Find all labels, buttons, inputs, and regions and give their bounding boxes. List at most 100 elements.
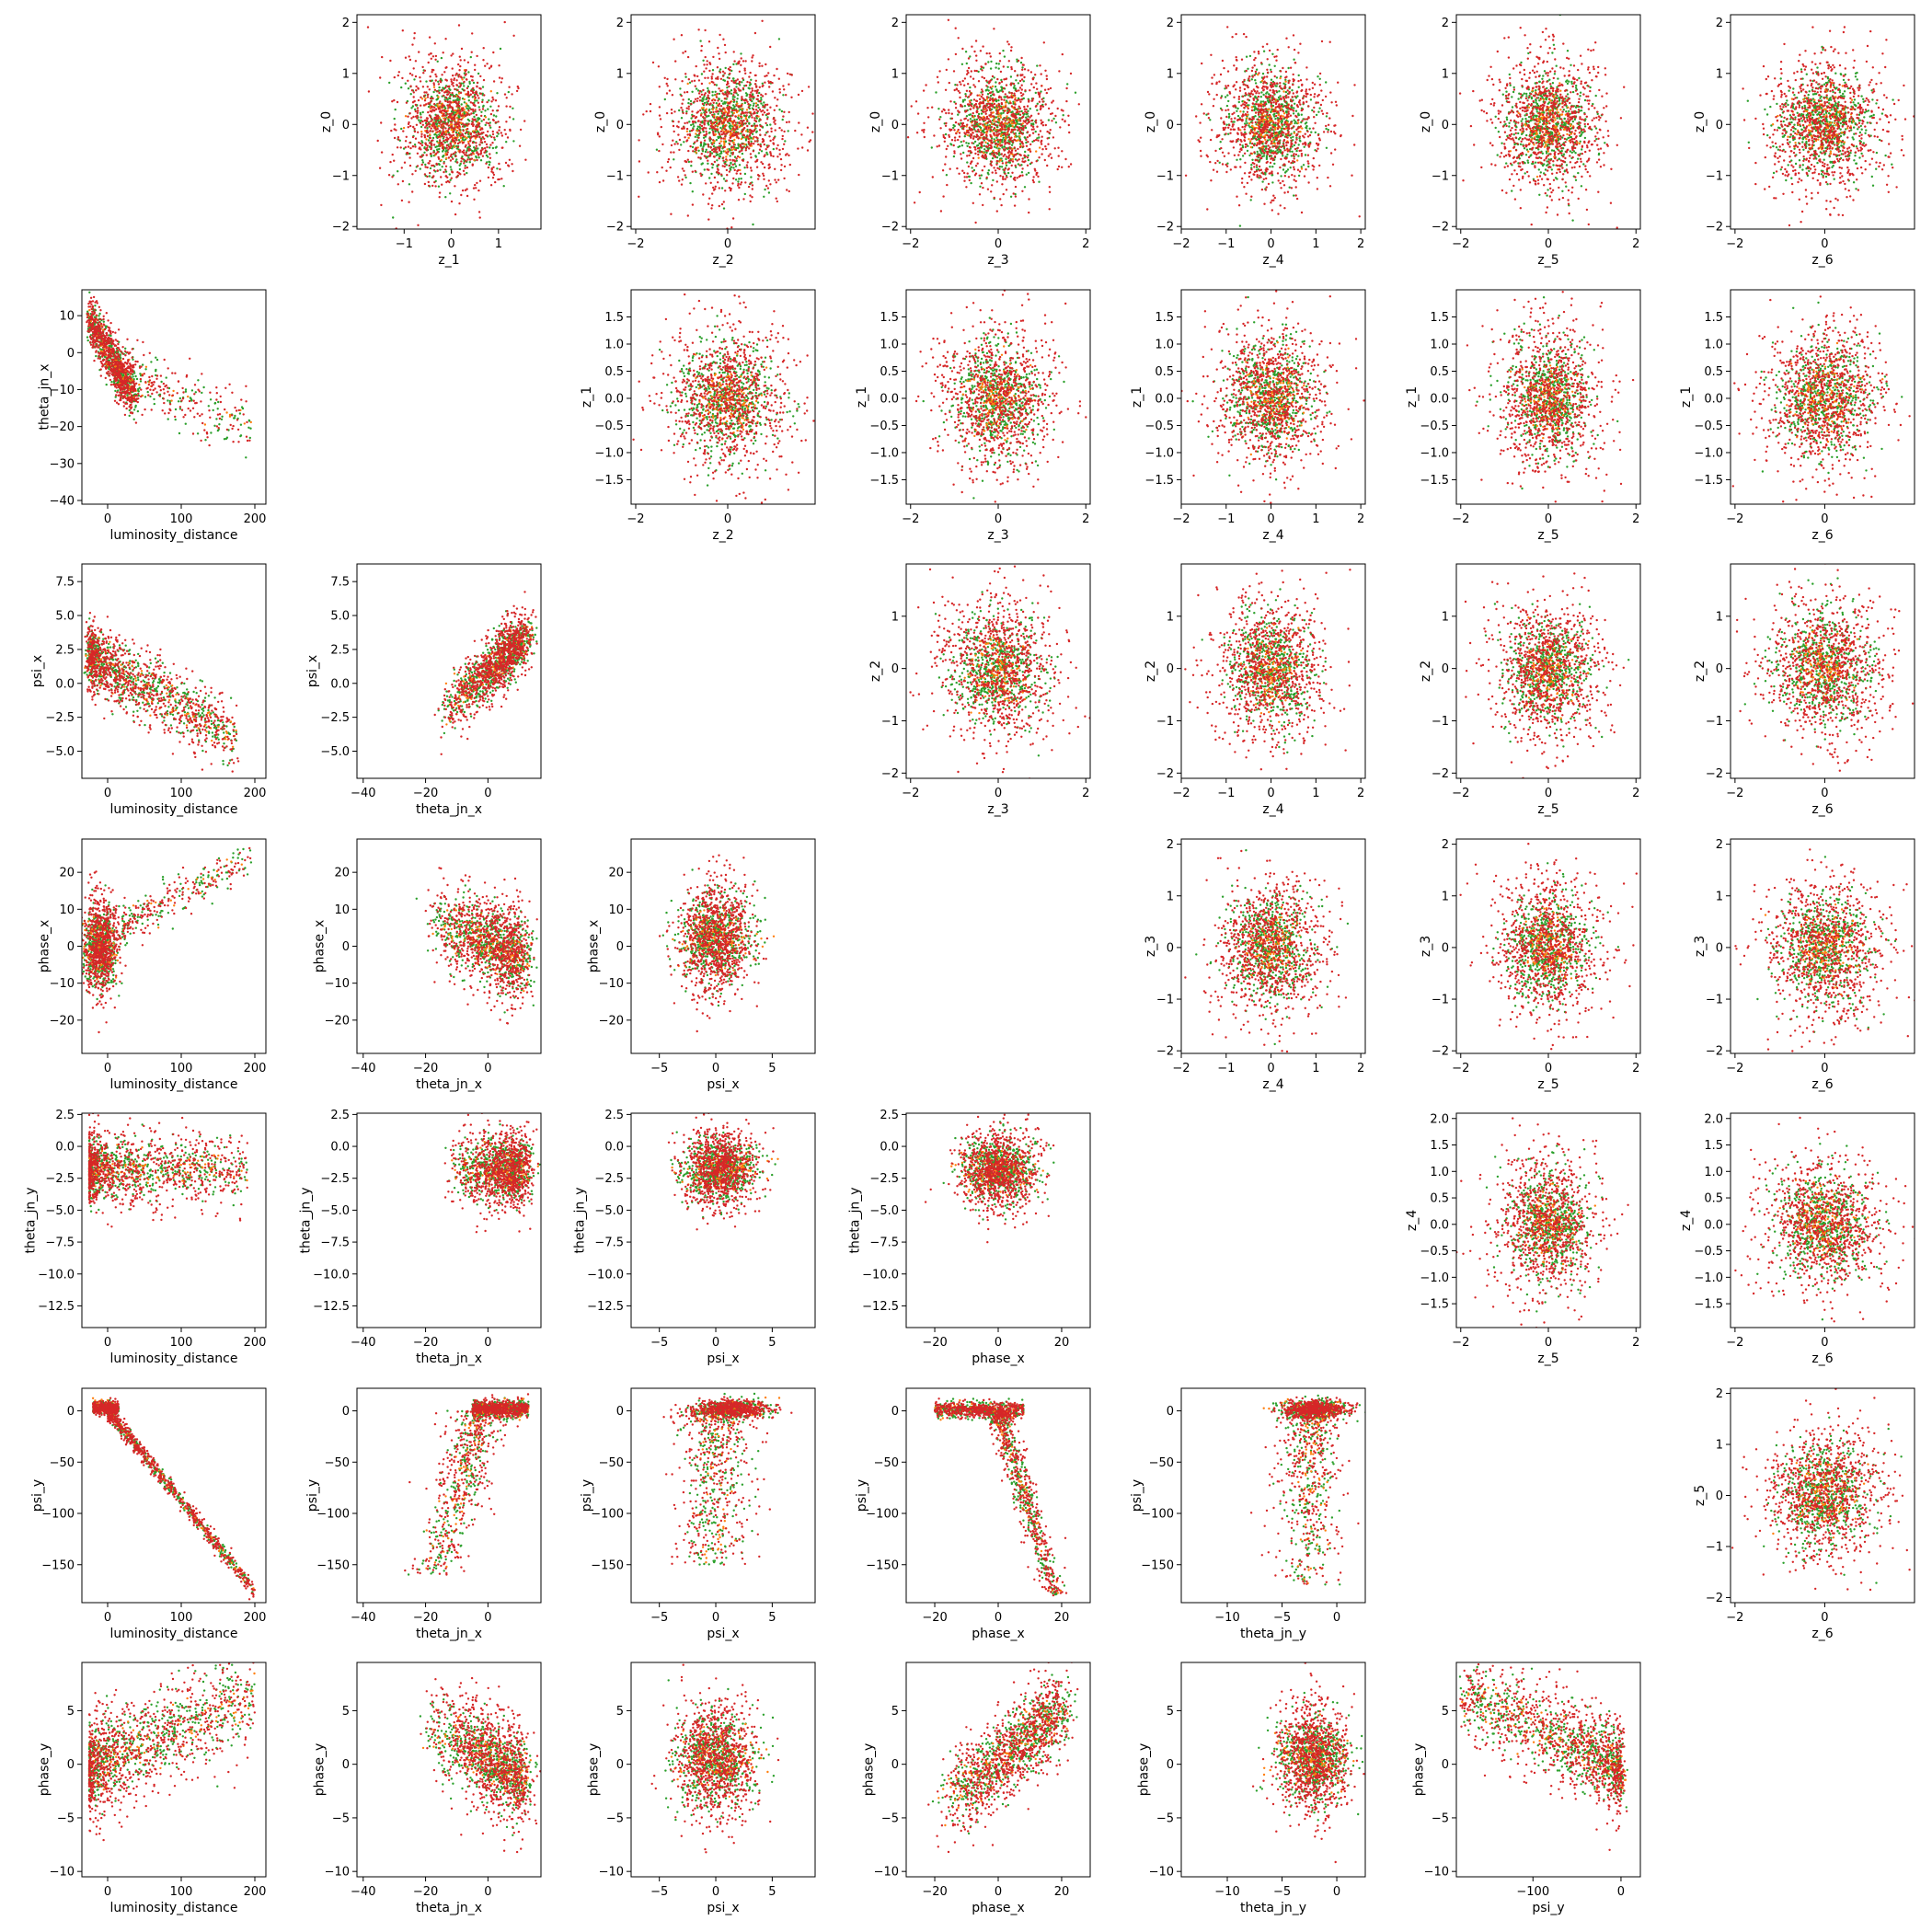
point-red — [969, 90, 971, 92]
point-red — [741, 149, 742, 151]
point-red — [972, 135, 974, 137]
point-red — [911, 105, 913, 107]
point-red — [687, 56, 689, 58]
point-red — [964, 176, 966, 178]
point-red — [713, 151, 715, 153]
point-green — [1325, 81, 1327, 83]
point-green — [712, 69, 714, 71]
point-red — [939, 127, 941, 129]
point-red — [416, 124, 418, 126]
point-red — [501, 146, 503, 148]
point-orange — [420, 131, 422, 132]
point-red — [960, 126, 961, 128]
point-green — [743, 167, 745, 168]
y-tick-label: 0 — [342, 119, 350, 132]
point-green — [1272, 114, 1274, 116]
point-red — [788, 190, 790, 192]
point-red — [479, 216, 481, 218]
point-red — [968, 96, 970, 98]
point-red — [476, 126, 477, 128]
point-red — [1013, 121, 1015, 123]
point-red — [492, 177, 494, 178]
point-red — [955, 53, 957, 55]
point-red — [753, 136, 754, 138]
point-red — [438, 83, 440, 85]
point-red — [512, 35, 514, 37]
point-green — [1010, 176, 1012, 178]
point-red — [1032, 179, 1034, 181]
point-green — [1319, 78, 1321, 80]
point-red — [745, 149, 747, 151]
point-green — [716, 159, 718, 161]
point-red — [735, 109, 737, 111]
point-red — [443, 162, 444, 164]
point-red — [924, 136, 926, 138]
point-orange — [723, 144, 725, 145]
point-red — [726, 174, 728, 176]
point-red — [458, 24, 460, 26]
point-red — [703, 134, 705, 136]
point-green — [983, 130, 984, 132]
point-red — [666, 112, 668, 114]
point-orange — [686, 131, 688, 132]
point-red — [732, 132, 734, 133]
point-green — [683, 141, 684, 143]
point-green — [1035, 131, 1037, 132]
point-green — [981, 112, 983, 114]
point-green — [757, 107, 759, 109]
point-green — [730, 155, 731, 156]
point-red — [767, 187, 769, 189]
point-orange — [466, 102, 467, 104]
point-red — [452, 158, 454, 160]
point-green — [726, 86, 728, 88]
point-green — [697, 150, 699, 152]
point-green — [480, 120, 482, 121]
point-red — [956, 87, 958, 89]
point-red — [774, 109, 776, 111]
point-red — [451, 201, 453, 202]
point-green — [1001, 166, 1003, 167]
point-red — [678, 121, 680, 122]
point-red — [434, 42, 436, 44]
point-red — [466, 188, 467, 190]
point-red — [733, 60, 735, 62]
point-red — [1010, 50, 1012, 52]
point-red — [431, 58, 432, 60]
point-red — [923, 122, 925, 124]
point-red — [919, 191, 921, 193]
point-red — [489, 157, 491, 159]
point-red — [1003, 65, 1005, 67]
point-red — [483, 94, 485, 96]
point-red — [742, 146, 744, 148]
point-green — [1020, 110, 1022, 112]
point-red — [1024, 68, 1026, 70]
point-red — [1047, 137, 1049, 139]
point-green — [422, 161, 424, 163]
point-red — [706, 63, 707, 65]
point-green — [1284, 171, 1286, 173]
point-red — [467, 109, 469, 111]
point-orange — [733, 139, 735, 141]
point-green — [965, 51, 967, 52]
point-red — [431, 140, 432, 142]
point-red — [1004, 173, 1006, 175]
point-red — [798, 94, 799, 96]
point-red — [947, 145, 949, 147]
point-red — [1005, 178, 1006, 180]
point-red — [704, 140, 706, 142]
point-red — [441, 89, 443, 91]
point-red — [424, 183, 426, 185]
point-red — [975, 106, 977, 108]
point-red — [995, 169, 996, 171]
point-red — [477, 153, 479, 155]
point-green — [410, 107, 412, 109]
point-green — [740, 52, 742, 54]
point-green — [708, 177, 710, 178]
point-red — [446, 144, 448, 146]
point-green — [744, 193, 746, 195]
point-red — [986, 109, 988, 111]
point-green — [1227, 100, 1229, 102]
point-red — [705, 133, 707, 135]
point-green — [988, 89, 990, 91]
point-red — [454, 121, 455, 122]
